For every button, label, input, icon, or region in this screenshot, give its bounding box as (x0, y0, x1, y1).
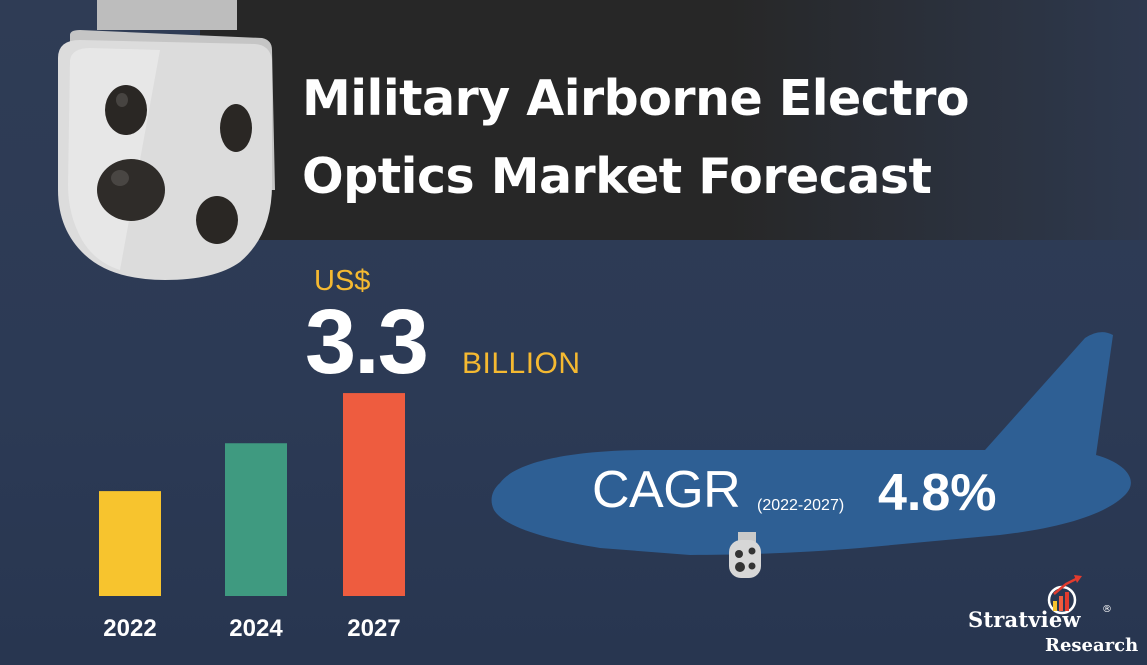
market-value-scale: BILLION (462, 347, 581, 380)
brand-subtitle: Research (1045, 635, 1139, 656)
bar-2027 (343, 393, 405, 596)
stratview-logo-icon (1047, 575, 1082, 615)
brand-name: Stratview (968, 607, 1081, 632)
brand-registered-mark: ® (1102, 604, 1112, 615)
bar-2024 (225, 443, 287, 596)
page-title-line-1: Military Airborne Electro (302, 70, 970, 127)
cagr-value: 4.8% (878, 464, 997, 522)
bar-series (99, 393, 405, 596)
tick-label-2027: 2027 (347, 615, 400, 642)
small-gimbal-icon (729, 532, 761, 578)
cagr-period: (2022-2027) (757, 497, 845, 514)
title-band (200, 0, 1147, 240)
market-value-currency: US$ (314, 265, 371, 297)
camera-gimbal-icon (58, 0, 275, 280)
tick-label-2022: 2022 (103, 615, 156, 642)
bar-2022 (99, 491, 161, 596)
tick-label-2024: 2024 (229, 615, 283, 642)
airplane-icon (491, 332, 1131, 555)
page-title-line-2: Optics Market Forecast (302, 148, 932, 205)
market-value-number: 3.3 (305, 291, 429, 393)
cagr-label: CAGR (592, 461, 741, 519)
